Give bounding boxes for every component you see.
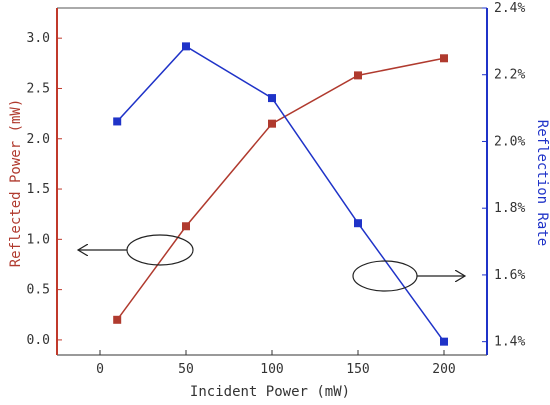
series-right-point <box>354 219 362 228</box>
series-left-point <box>440 54 448 63</box>
left-tick-label: 2.5 <box>27 81 50 96</box>
right-tick-label: 2.4% <box>494 1 525 16</box>
x-tick-label: 200 <box>432 362 455 377</box>
x-axis: 0 50 100 150 200 <box>96 350 456 377</box>
series-left-point <box>354 71 362 80</box>
right-tick-label: 2.0% <box>494 134 525 149</box>
annotations <box>78 234 465 292</box>
left-axis-title: Reflected Power (mW) <box>8 99 24 268</box>
plot-frame <box>56 7 488 356</box>
series-left-point <box>113 315 122 324</box>
right-tick-label: 1.6% <box>494 268 525 283</box>
left-tick-label: 0.5 <box>27 283 50 298</box>
left-tick-label: 3.0 <box>27 31 50 46</box>
left-tick-label: 1.5 <box>27 182 50 197</box>
series-right-point <box>268 94 276 103</box>
x-tick-label: 150 <box>346 362 369 377</box>
left-y-axis: 0.0 0.5 1.0 1.5 2.0 2.5 3.0 <box>27 31 62 348</box>
series-layer <box>113 42 448 346</box>
series-right-point <box>440 337 448 346</box>
left-tick-label: 0.0 <box>27 333 50 348</box>
right-y-axis: 1.4% 1.6% 1.8% 2.0% 2.2% 2.4% <box>482 1 525 350</box>
annotation-right <box>352 260 465 292</box>
x-tick-label: 50 <box>178 362 194 377</box>
x-tick-label: 100 <box>260 362 283 377</box>
series-right-point <box>182 42 190 51</box>
right-tick-label: 1.8% <box>494 201 525 216</box>
series-right-line <box>116 45 445 343</box>
x-axis-title: Incident Power (mW) <box>190 384 350 400</box>
right-tick-label: 2.2% <box>494 68 525 83</box>
left-tick-label: 2.0 <box>27 132 50 147</box>
x-tick-label: 0 <box>96 362 104 377</box>
annotation-left <box>78 234 194 266</box>
series-left-line <box>116 57 445 321</box>
left-tick-label: 1.0 <box>27 232 50 247</box>
series-right-point <box>113 117 122 126</box>
right-axis-title: Reflection Rate <box>534 120 550 246</box>
annotation-ellipse <box>352 260 418 292</box>
series-left-point <box>268 119 276 128</box>
right-tick-label: 1.4% <box>494 335 525 350</box>
series-left-point <box>182 222 190 231</box>
